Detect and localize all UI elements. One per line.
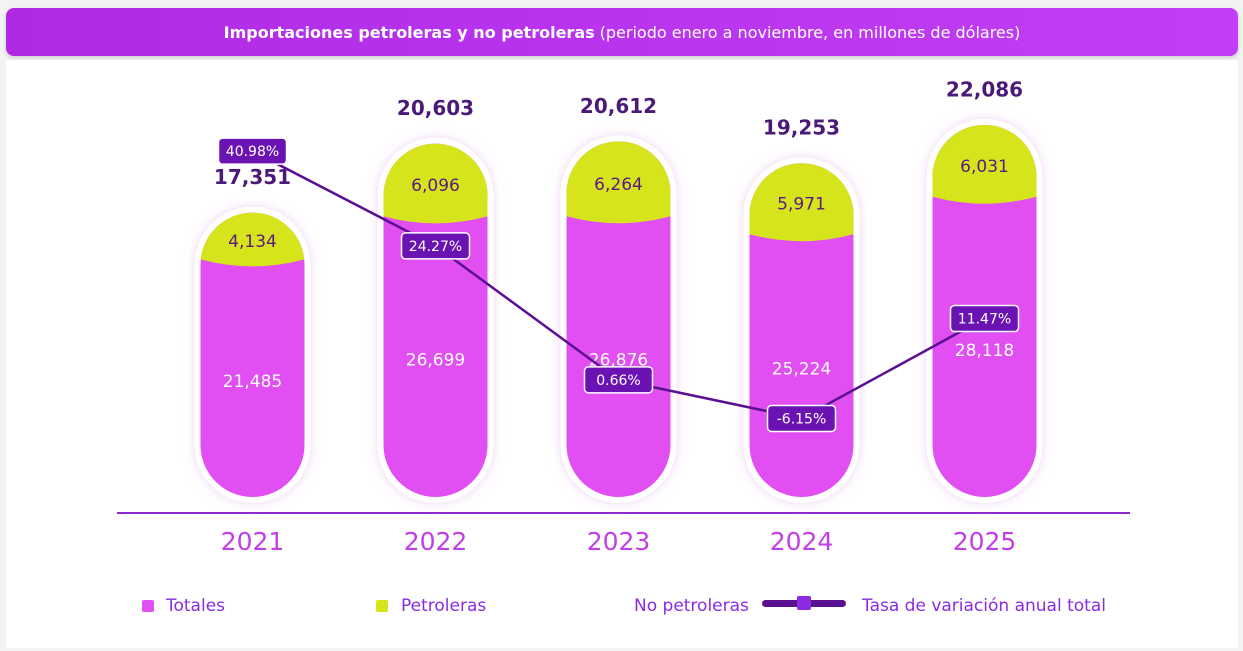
header: Importaciones petroleras y no petroleras…	[6, 8, 1238, 56]
bar-petroleras	[932, 124, 1037, 204]
legend-label: No petroleras	[634, 596, 749, 616]
legend-label: Tasa de variación anual total	[861, 596, 1106, 616]
rate-label: 40.98%	[226, 144, 279, 160]
legend-swatch	[142, 600, 154, 612]
rate-marker	[949, 304, 1020, 333]
chart-title: Importaciones petroleras y no petroleras	[223, 22, 595, 42]
rate-marker	[766, 404, 837, 433]
bar-petroleras	[566, 141, 671, 224]
x-tick-label: 2023	[587, 527, 651, 556]
no-petroleras-label: 19,253	[763, 116, 840, 140]
x-tick-label: 2022	[404, 527, 468, 556]
rate-marker	[217, 137, 288, 165]
bar-petroleras	[200, 212, 305, 267]
chart-subtitle: (periodo enero a noviembre, en millones …	[599, 22, 1021, 42]
x-tick-label: 2021	[221, 527, 285, 556]
no-petroleras-label: 17,351	[214, 165, 291, 189]
petroleras-label: 6,031	[960, 157, 1009, 177]
rate-label: -6.15%	[777, 411, 827, 427]
legend-label: Totales	[165, 596, 225, 616]
legend-label: Petroleras	[401, 596, 486, 616]
petroleras-label: 6,096	[411, 176, 460, 196]
bar-petroleras	[749, 163, 854, 242]
totales-label: 25,224	[772, 360, 831, 380]
petroleras-label: 6,264	[594, 175, 643, 195]
bar-total	[566, 141, 671, 497]
bar-total	[200, 212, 305, 498]
legend-swatch	[376, 600, 388, 612]
no-petroleras-label: 22,086	[946, 77, 1023, 101]
rate-label: 11.47%	[958, 312, 1011, 328]
totales-label: 26,699	[406, 351, 465, 371]
no-petroleras-label: 20,603	[397, 96, 474, 120]
rate-label: 24.27%	[409, 239, 462, 255]
legend-line-marker	[797, 596, 811, 610]
rate-marker	[400, 232, 471, 260]
rate-marker	[583, 366, 654, 394]
totales-label: 26,876	[589, 351, 648, 371]
rate-label: 0.66%	[596, 373, 640, 389]
petroleras-label: 5,971	[777, 195, 826, 215]
bar-petroleras	[383, 143, 488, 224]
x-tick-label: 2025	[953, 527, 1017, 556]
totales-label: 28,118	[955, 341, 1014, 361]
x-tick-label: 2024	[770, 527, 834, 556]
no-petroleras-label: 20,612	[580, 94, 657, 118]
petroleras-label: 4,134	[228, 232, 277, 252]
totales-label: 21,485	[223, 372, 282, 392]
